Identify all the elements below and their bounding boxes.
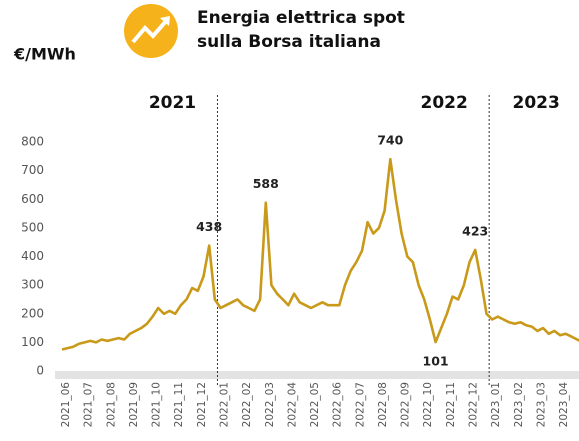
icon-arrow-head xyxy=(160,16,170,26)
period-label: 2021 xyxy=(149,93,196,113)
icon xyxy=(124,4,178,58)
x-tick-label: 2022_02 xyxy=(241,382,253,427)
chart-title: Energia elettrica spot xyxy=(197,8,405,28)
x-tick-label: 2022_11 xyxy=(445,382,457,427)
icon-arrow xyxy=(131,18,169,44)
value-label: 588 xyxy=(253,176,279,191)
y-tick-label: 300 xyxy=(21,278,44,292)
x-tick-label: 2021_06 xyxy=(60,382,72,428)
y-tick-label: 200 xyxy=(21,306,44,320)
data-line xyxy=(61,157,579,351)
x-tick-label: 2021_07 xyxy=(83,382,95,427)
x-tick-label: 2023_02 xyxy=(513,382,525,427)
x-tick-label: 2023_01 xyxy=(490,382,502,427)
x-tick-label: 2023_04 xyxy=(558,382,570,428)
x-tick-label: 2023_03 xyxy=(535,382,547,427)
x-tick-label: 2022_01 xyxy=(218,382,230,427)
value-label: 101 xyxy=(423,354,449,369)
x-tick-label: 2022_08 xyxy=(377,382,389,427)
x-tick-label: 2021_08 xyxy=(105,382,117,427)
x-tick-label: 2022_12 xyxy=(468,382,480,427)
x-tick-label: 2022_09 xyxy=(400,382,412,427)
x-tick-label: 2022_07 xyxy=(354,382,366,427)
x-tick-label: 2021_09 xyxy=(128,382,140,427)
x-tick-label: 2022_05 xyxy=(309,382,321,427)
y-tick-label: 800 xyxy=(21,135,44,149)
value-label: 740 xyxy=(377,133,403,148)
plot xyxy=(61,157,579,351)
x-tick-label: 2021_10 xyxy=(151,382,163,427)
value-label: 438 xyxy=(196,219,222,234)
period-label: 2023 xyxy=(512,93,559,113)
x-tick-label: 2022_10 xyxy=(422,382,434,427)
x-tick-label: 2021_12 xyxy=(196,382,208,427)
period-label: 2022 xyxy=(420,93,467,113)
x-tick-label: 2022_03 xyxy=(264,382,276,427)
x-tick-label: 2022_04 xyxy=(286,382,298,428)
x-tick-label: 2021_11 xyxy=(173,382,185,427)
value-label: 423 xyxy=(462,223,488,238)
axis-band xyxy=(55,371,579,379)
y-unit: €/MWh xyxy=(13,45,76,64)
y-tick-label: 400 xyxy=(21,249,44,263)
y-tick-label: 0 xyxy=(36,364,44,378)
x-tick-label: 2022_06 xyxy=(332,382,344,428)
chart-title: sulla Borsa italiana xyxy=(197,32,381,52)
y-tick-label: 500 xyxy=(21,220,44,234)
y-tick-label: 600 xyxy=(21,192,44,206)
y-tick-label: 700 xyxy=(21,163,44,177)
y-tick-label: 100 xyxy=(21,335,44,349)
